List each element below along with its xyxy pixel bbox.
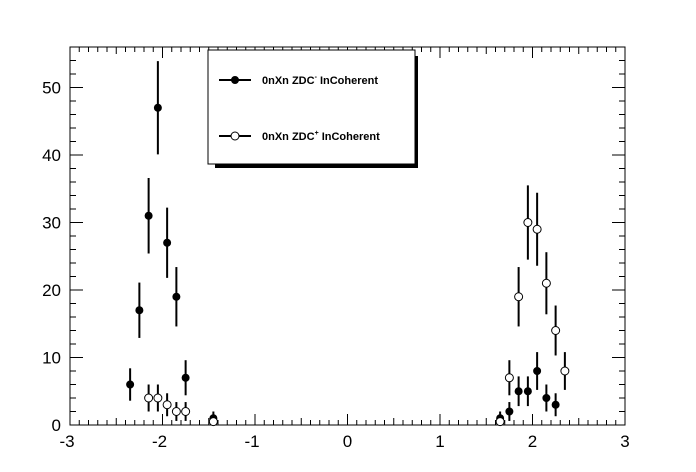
data-point-open bbox=[181, 407, 191, 416]
data-point-open bbox=[162, 400, 172, 410]
y-tick-label: 0 bbox=[52, 416, 61, 435]
data-point-filled bbox=[533, 367, 542, 375]
data-point-filled bbox=[153, 103, 162, 112]
data-point-filled bbox=[181, 373, 190, 382]
data-point-open bbox=[495, 417, 505, 427]
data-point-open bbox=[532, 224, 542, 234]
data-point-open bbox=[153, 393, 163, 403]
x-tick-label: 3 bbox=[620, 432, 629, 451]
data-point-filled bbox=[144, 211, 153, 220]
data-points-layer bbox=[126, 61, 570, 427]
data-point-filled bbox=[514, 387, 523, 396]
data-point-filled bbox=[542, 394, 551, 402]
data-point-open bbox=[208, 417, 218, 427]
data-point-open bbox=[504, 373, 514, 383]
data-point-open bbox=[514, 292, 524, 302]
x-tick-label: -1 bbox=[244, 432, 259, 451]
legend: 0nXn ZDC- InCoherent 0nXn ZDC+ InCoheren… bbox=[207, 49, 418, 168]
data-point-open bbox=[541, 278, 551, 288]
y-tick-label: 30 bbox=[42, 214, 61, 233]
x-tick-label: -2 bbox=[152, 432, 167, 451]
legend-label-zdc-minus: 0nXn ZDC- InCoherent bbox=[262, 74, 378, 87]
y-tick-label: 50 bbox=[42, 79, 61, 98]
series-zdc-minus bbox=[126, 61, 560, 425]
x-tick-label: 0 bbox=[343, 432, 352, 451]
data-point-open bbox=[144, 393, 154, 403]
legend-marker-open-circle bbox=[230, 131, 240, 141]
legend-marker-filled-circle bbox=[231, 76, 239, 84]
axis-ticks-layer bbox=[69, 46, 626, 426]
data-point-filled bbox=[163, 238, 172, 247]
x-tick-label: -3 bbox=[59, 432, 74, 451]
data-point-filled bbox=[126, 380, 135, 389]
data-point-open bbox=[171, 407, 181, 416]
data-point-filled bbox=[551, 400, 560, 409]
data-point-filled bbox=[172, 292, 181, 301]
data-point-filled bbox=[523, 387, 532, 396]
data-point-open bbox=[560, 366, 570, 376]
legend-box bbox=[207, 49, 416, 165]
data-point-filled bbox=[135, 306, 144, 315]
legend-label-zdc-plus: 0nXn ZDC+ InCoherent bbox=[262, 130, 380, 143]
series-zdc-plus bbox=[144, 185, 570, 427]
x-tick-label: 1 bbox=[435, 432, 444, 451]
data-point-open bbox=[551, 326, 561, 335]
y-tick-label: 20 bbox=[42, 281, 61, 300]
x-tick-label: 2 bbox=[528, 432, 537, 451]
data-point-open bbox=[523, 218, 533, 227]
data-point-filled bbox=[505, 407, 514, 416]
y-tick-label: 10 bbox=[42, 349, 61, 368]
y-tick-label: 40 bbox=[42, 146, 61, 165]
